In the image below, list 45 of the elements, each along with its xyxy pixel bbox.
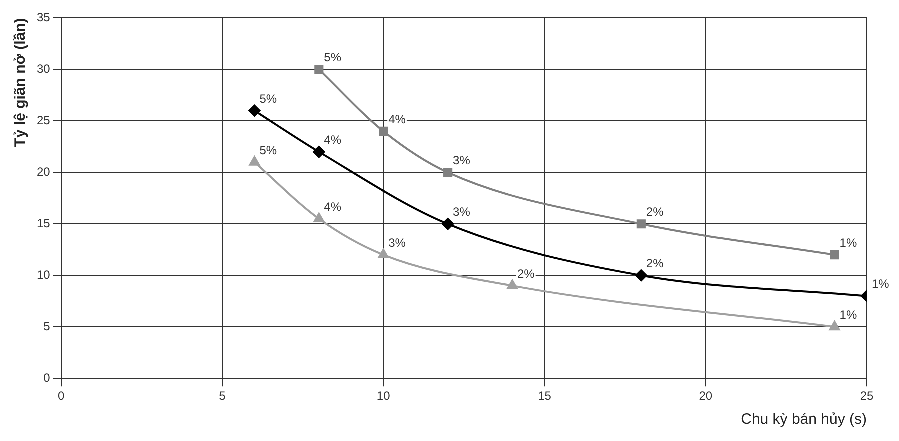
point xyxy=(442,218,454,230)
annotation: 4% xyxy=(324,133,342,148)
annotation: 3% xyxy=(388,236,406,250)
annotation: 4% xyxy=(388,112,406,126)
y-tick-label: 15 xyxy=(36,216,51,230)
y-tick-label: 30 xyxy=(36,62,51,76)
point xyxy=(444,168,453,178)
x-tick-label: 0 xyxy=(58,389,66,404)
point xyxy=(507,280,518,290)
point xyxy=(829,321,840,331)
annotation: 3% xyxy=(453,154,471,168)
annotation: 5% xyxy=(260,92,278,106)
annotation: 4% xyxy=(324,200,342,214)
annotation: 2% xyxy=(646,256,664,271)
annotation: 5% xyxy=(260,143,278,158)
point xyxy=(635,270,648,282)
point xyxy=(378,249,389,259)
x-axis-title: Chu kỳ bán hủy (s) xyxy=(741,411,868,428)
point xyxy=(636,220,646,229)
x-tick-label: 25 xyxy=(860,389,874,404)
x-tick-label: 10 xyxy=(376,389,391,404)
annotation: 1% xyxy=(840,236,858,250)
y-tick-label: 10 xyxy=(36,268,51,282)
y-tick-label: 35 xyxy=(36,10,51,25)
y-tick-label: 25 xyxy=(36,113,51,128)
annotation: 2% xyxy=(646,205,664,220)
y-axis-title: Tỷ lệ giãn nở (lần) xyxy=(12,18,30,148)
x-tick-label: 20 xyxy=(699,389,713,404)
point xyxy=(830,250,840,260)
annotation: 1% xyxy=(872,277,890,292)
y-tick-label: 5 xyxy=(44,319,51,334)
x-tick-label: 15 xyxy=(538,389,552,404)
annotation: 5% xyxy=(324,50,342,65)
point xyxy=(313,146,326,158)
annotation: 1% xyxy=(840,308,858,322)
point xyxy=(249,156,260,166)
point xyxy=(314,65,324,74)
x-tick-label: 5 xyxy=(219,389,226,404)
point xyxy=(314,212,324,222)
point xyxy=(379,126,388,136)
y-tick-label: 20 xyxy=(36,164,51,179)
y-tick-label: 0 xyxy=(44,370,51,385)
annotation: 3% xyxy=(453,205,471,220)
annotation: 2% xyxy=(518,266,536,281)
point xyxy=(248,104,261,117)
